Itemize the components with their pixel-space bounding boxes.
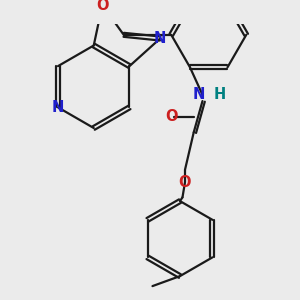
Text: N: N	[193, 87, 205, 102]
Text: O: O	[179, 175, 191, 190]
Text: O: O	[165, 109, 178, 124]
Text: N: N	[154, 31, 166, 46]
Text: H: H	[214, 87, 226, 102]
Text: N: N	[52, 100, 64, 115]
Text: O: O	[96, 0, 109, 13]
